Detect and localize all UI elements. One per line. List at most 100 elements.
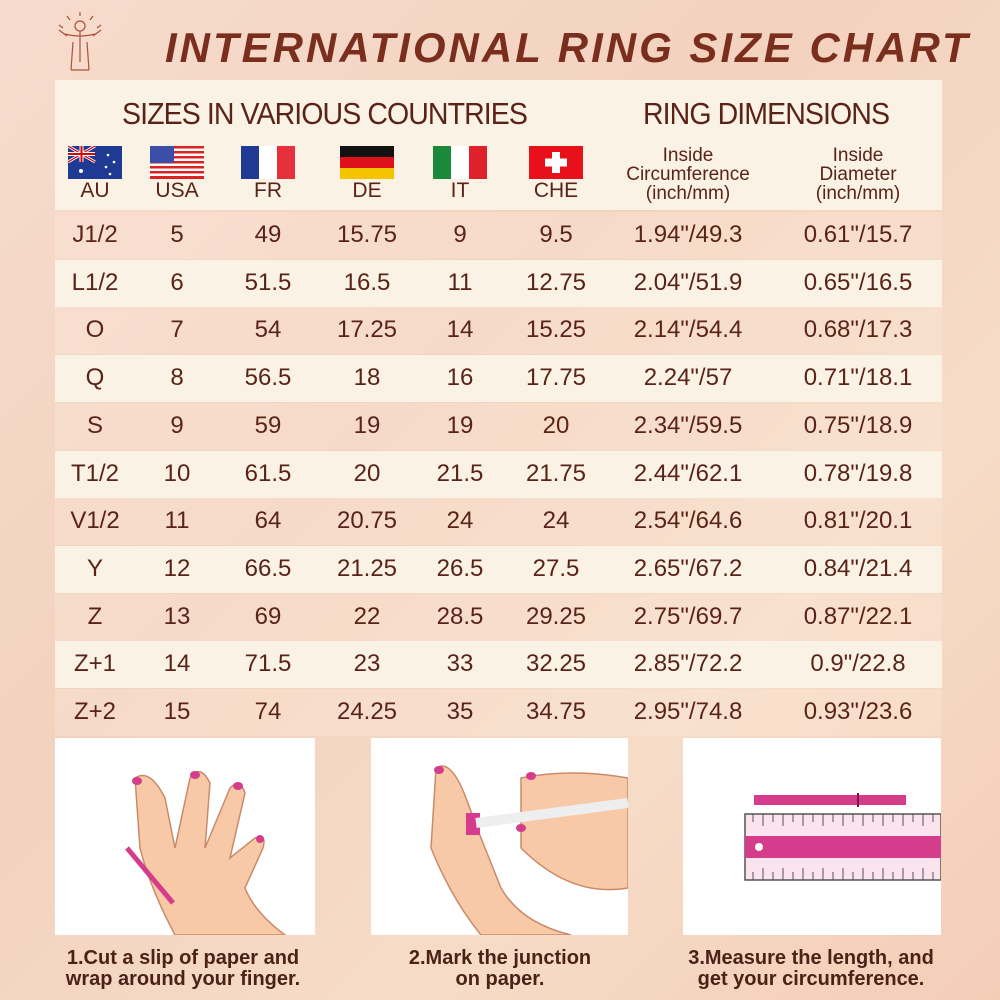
switzerland-flag-icon — [529, 146, 583, 179]
cell-circumference: 2.14"/54.4 — [633, 316, 743, 344]
table-row: T1/2 10 61.5 20 21.5 21.75 2.44"/62.1 0.78"/19.… — [55, 450, 942, 498]
country-fr: FR — [241, 146, 295, 203]
cell-fr: 61.5 — [244, 459, 292, 487]
dimensions-heading: RING DIMENSIONS — [643, 96, 890, 131]
cell-circumference: 2.95"/74.8 — [633, 698, 743, 725]
cell-diameter: 0.87"/22.1 — [803, 602, 913, 630]
cell-diameter: 0.61"/15.7 — [803, 221, 913, 248]
cell-de: 15.75 — [336, 221, 398, 248]
cell-circumference: 2.34"/59.5 — [633, 411, 743, 439]
cell-au: Z+2 — [73, 698, 117, 725]
country-it: IT — [433, 146, 487, 203]
cell-au: T1/2 — [70, 459, 120, 487]
country-de: DE — [340, 146, 394, 203]
table-header: SIZES IN VARIOUS COUNTRIES RING DIMENSIO… — [55, 80, 942, 210]
step-2-caption: 2.Mark the junction on paper. — [408, 947, 592, 990]
cell-au: Z+1 — [73, 650, 117, 678]
cell-usa: 7 — [170, 316, 184, 344]
cell-au: J1/2 — [72, 221, 118, 248]
cell-fr: 64 — [254, 507, 282, 535]
cell-usa: 9 — [170, 411, 184, 439]
table-row: L1/2 6 51.5 16.5 11 12.75 2.04"/51.9 0.65"/16.5 — [55, 259, 942, 307]
cell-au: Y — [86, 554, 104, 582]
cell-it: 11 — [447, 268, 473, 296]
cell-usa: 6 — [170, 268, 184, 296]
cell-de: 19 — [353, 411, 381, 439]
table-row: J1/2 5 49 15.75 9 9.5 1.94"/49.3 0.61"/15.7 — [55, 212, 942, 259]
cell-che: 29.25 — [525, 602, 587, 630]
country-usa: USA — [150, 146, 204, 203]
cell-de: 24.25 — [336, 698, 398, 725]
cell-diameter: 0.71"/18.1 — [803, 364, 913, 392]
cell-au: V1/2 — [70, 507, 120, 535]
cell-it: 16 — [446, 364, 474, 392]
table-row: O 7 54 17.25 14 15.25 2.14"/54.4 0.68"/17.3 — [55, 307, 942, 355]
cell-che: 34.75 — [525, 698, 587, 725]
table-row: S 9 59 19 19 20 2.34"/59.5 0.75"/18.9 — [55, 402, 942, 450]
cell-usa: 15 — [163, 698, 191, 725]
cell-che: 17.75 — [525, 364, 587, 392]
italy-flag-icon — [433, 146, 487, 179]
table-row: Y 12 66.5 21.25 26.5 27.5 2.65"/67.2 0.84"/21.4 — [55, 545, 942, 593]
cell-che: 32.25 — [525, 650, 587, 678]
cell-circumference: 2.75"/69.7 — [633, 602, 743, 630]
cell-fr: 74 — [254, 698, 282, 725]
germany-flag-icon — [340, 146, 394, 179]
cell-de: 18 — [353, 364, 381, 392]
cell-au: Q — [85, 364, 105, 392]
cell-circumference: 2.44"/62.1 — [633, 459, 743, 487]
cell-de: 16.5 — [343, 268, 391, 296]
cell-it: 21.5 — [436, 459, 484, 487]
cell-diameter: 0.93"/23.6 — [803, 698, 913, 725]
cell-it: 19 — [446, 411, 474, 439]
cell-fr: 54 — [254, 316, 282, 344]
cell-fr: 51.5 — [244, 268, 292, 296]
cell-de: 17.25 — [336, 316, 398, 344]
table-row: Z+1 14 71.5 23 33 32.25 2.85"/72.2 0.9"/22.8 — [55, 641, 942, 689]
cell-diameter: 0.78"/19.8 — [803, 459, 913, 487]
cell-fr: 49 — [254, 221, 282, 248]
cell-de: 23 — [353, 650, 381, 678]
table-row: Z+2 15 74 24.25 35 34.75 2.95"/74.8 0.93"/23.6 — [55, 689, 942, 736]
cell-che: 24 — [542, 507, 570, 535]
step-1-caption: 1.Cut a slip of paper and wrap around you… — [65, 947, 301, 990]
cell-fr: 56.5 — [244, 364, 292, 392]
cell-circumference: 2.65"/67.2 — [633, 554, 743, 582]
page-title: INTERNATIONAL RING SIZE CHART — [165, 24, 971, 71]
cell-fr: 66.5 — [244, 554, 292, 582]
circumference-header: Inside Circumference (inch/mm) — [626, 145, 750, 204]
france-flag-icon — [241, 146, 295, 179]
jesus-logo-icon — [58, 12, 102, 71]
step-1-illustration — [55, 738, 315, 936]
hand-marking-paper-icon — [430, 765, 629, 936]
cell-it: 24 — [446, 507, 474, 535]
cell-che: 15.25 — [525, 316, 587, 344]
step-3-illustration — [683, 738, 942, 935]
ruler-measuring-icon — [744, 793, 942, 881]
step-3-caption: 3.Measure the length, and get your circum… — [688, 947, 934, 990]
cell-che: 20 — [542, 411, 570, 439]
cell-usa: 5 — [170, 221, 184, 248]
cell-che: 9.5 — [539, 221, 573, 248]
cell-de: 22 — [353, 602, 381, 630]
cell-usa: 11 — [164, 507, 190, 535]
cell-circumference: 1.94"/49.3 — [633, 221, 743, 248]
step-2-illustration — [371, 738, 629, 936]
cell-usa: 14 — [163, 650, 191, 678]
country-au: AU — [68, 146, 122, 203]
cell-diameter: 0.81"/20.1 — [803, 507, 913, 535]
cell-de: 20 — [353, 459, 381, 487]
cell-diameter: 0.84"/21.4 — [803, 554, 913, 582]
cell-diameter: 0.65"/16.5 — [803, 268, 913, 296]
hand-with-paper-icon — [125, 770, 288, 936]
cell-usa: 8 — [170, 364, 184, 392]
cell-it: 33 — [446, 650, 474, 678]
cell-diameter: 0.68"/17.3 — [803, 316, 913, 344]
diameter-header: Inside Diameter (inch/mm) — [815, 145, 901, 204]
cell-diameter: 0.9"/22.8 — [810, 650, 906, 678]
cell-au: Z — [87, 602, 103, 630]
australia-flag-icon — [68, 146, 122, 179]
cell-it: 14 — [446, 316, 474, 344]
cell-circumference: 2.04"/51.9 — [633, 268, 743, 296]
usa-flag-icon — [150, 146, 204, 179]
